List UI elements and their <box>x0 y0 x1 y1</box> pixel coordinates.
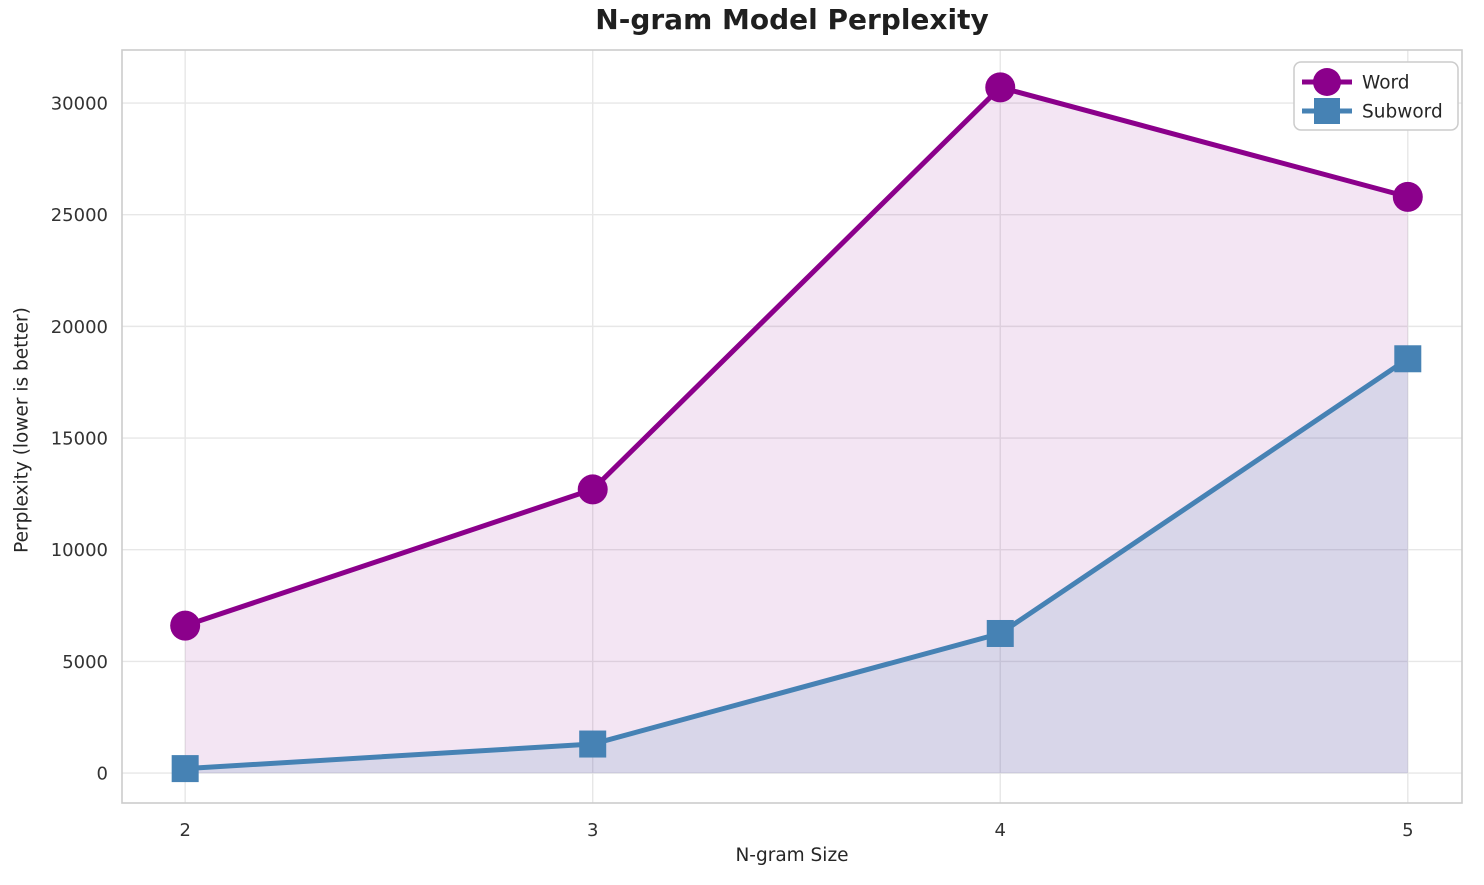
line-subword <box>185 356 1410 772</box>
legend-label-word: Word <box>1362 73 1410 94</box>
marker-word <box>1392 181 1423 212</box>
y-tick-label: 25000 <box>51 205 108 226</box>
marker-subword <box>1394 345 1422 373</box>
y-axis-label: Perplexity (lower is better) <box>11 307 33 553</box>
plot-border <box>121 49 1463 804</box>
y-tick-label: 0 <box>97 764 108 785</box>
marker-word <box>577 474 608 505</box>
y-tick-label: 10000 <box>51 540 108 561</box>
legend-marker-subword <box>1314 98 1340 124</box>
area-fill-word <box>185 87 1408 774</box>
line-word <box>184 84 1409 629</box>
chart-title: N-gram Model Perplexity <box>595 3 989 36</box>
x-tick-label: 4 <box>995 820 1006 841</box>
x-axis-label: N-gram Size <box>735 845 849 866</box>
y-tick-label: 15000 <box>51 429 108 450</box>
y-tick-label: 30000 <box>51 94 108 115</box>
legend-marker-word <box>1313 68 1341 96</box>
x-tick-label: 3 <box>587 820 598 841</box>
x-tick-label: 2 <box>179 820 190 841</box>
marker-subword <box>171 755 199 783</box>
marker-subword <box>986 619 1014 647</box>
x-tick-label: 5 <box>1402 820 1413 841</box>
marker-word <box>985 72 1016 103</box>
marker-word <box>170 610 201 641</box>
area-fill-subword <box>185 358 1408 774</box>
y-tick-label: 5000 <box>62 652 108 673</box>
legend-label-subword: Subword <box>1362 102 1443 123</box>
marker-subword <box>579 730 607 758</box>
y-tick-label: 20000 <box>51 317 108 338</box>
